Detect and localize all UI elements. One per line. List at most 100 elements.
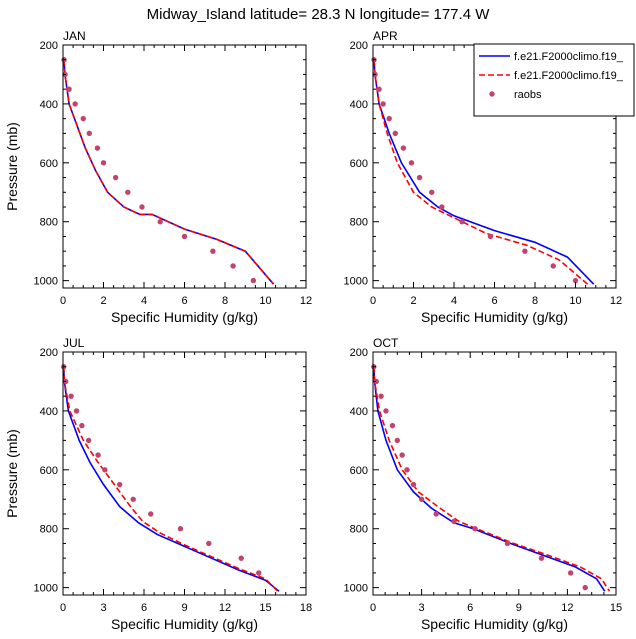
raobs-point	[504, 540, 511, 547]
legend-label: f.e21.F2000climo.f19_	[514, 51, 624, 63]
raobs-point	[410, 481, 417, 488]
raobs-point	[79, 422, 85, 429]
raobs-point	[256, 570, 262, 576]
raobs-point	[250, 277, 257, 284]
raobs-point	[416, 174, 423, 181]
raobs-point	[139, 204, 145, 210]
raobs-point	[550, 263, 556, 269]
x-tick-label: 15	[259, 602, 271, 614]
y-tick-label: 200	[350, 40, 368, 52]
x-tick-label: 0	[60, 295, 66, 307]
panel-label: APR	[373, 29, 398, 43]
y-tick-label: 1000	[34, 276, 58, 288]
x-tick-label: 0	[370, 295, 376, 307]
series-line-solid	[62, 366, 280, 592]
raobs-point	[418, 496, 425, 502]
y-tick-label: 800	[40, 217, 58, 229]
raobs-point	[404, 467, 410, 473]
raobs-point	[376, 86, 382, 92]
y-tick-label: 800	[40, 524, 58, 536]
raobs-point	[522, 248, 528, 254]
panel-label: OCT	[373, 336, 399, 350]
y-tick-label: 600	[350, 465, 368, 477]
raobs-point	[230, 263, 236, 269]
x-tick-label: 8	[222, 295, 228, 307]
series-line-dashed	[373, 366, 611, 592]
panel-label: JUL	[63, 336, 85, 350]
raobs-point	[459, 219, 465, 225]
x-axis-label: Specific Humidity (g/kg)	[111, 616, 258, 632]
y-tick-label: 600	[350, 158, 368, 170]
y-tick-label: 400	[40, 99, 58, 111]
x-tick-label: 6	[181, 295, 187, 307]
x-tick-label: 12	[219, 602, 231, 614]
y-tick-label: 600	[40, 465, 58, 477]
raobs-point	[100, 160, 107, 166]
y-tick-label: 200	[350, 347, 368, 359]
panel-jul: 0 3 6 9 12 15 18 200 400 600 800 1000 JUL Specific Hu…	[4, 336, 312, 632]
x-tick-label: 3	[419, 602, 425, 614]
raobs-point	[386, 115, 392, 122]
legend-entry-dashed: f.e21.F2000climo.f19_	[479, 70, 624, 82]
raobs-point	[538, 555, 545, 561]
raobs-point	[95, 452, 101, 458]
raobs-point	[85, 437, 92, 444]
raobs-point	[181, 233, 188, 240]
plot-frame	[372, 351, 617, 596]
raobs-point	[206, 540, 212, 547]
raobs-point	[451, 518, 457, 525]
x-tick-label: 0	[60, 602, 66, 614]
legend-entry-solid: f.e21.F2000climo.f19_	[479, 51, 624, 63]
raobs-point	[68, 393, 74, 399]
raobs-point	[429, 189, 435, 195]
raobs-point	[94, 145, 101, 151]
raobs-point	[472, 526, 478, 532]
raobs-point	[394, 437, 400, 444]
legend: f.e21.F2000climo.f19_ f.e21.F2000climo.f1…	[473, 43, 635, 117]
raobs-point	[112, 174, 119, 181]
raobs-point	[125, 189, 131, 195]
y-tick-label: 800	[350, 217, 368, 229]
x-tick-label: 6	[467, 602, 473, 614]
raobs-point	[400, 145, 407, 151]
raobs-point	[130, 496, 136, 502]
raobs-point	[380, 101, 386, 107]
x-tick-label: 12	[561, 602, 573, 614]
y-tick-label: 600	[40, 158, 58, 170]
x-tick-label: 9	[516, 602, 522, 614]
legend-entry-marker: raobs	[489, 89, 542, 101]
series-line-solid	[373, 366, 606, 592]
legend-label: f.e21.F2000climo.f19_	[514, 70, 624, 82]
x-axis-label: Specific Humidity (g/kg)	[421, 616, 568, 632]
y-tick-label: 1000	[344, 583, 368, 595]
raobs-point	[582, 584, 588, 591]
x-tick-label: 12	[610, 295, 622, 307]
raobs-point	[86, 130, 93, 137]
x-tick-label: 2	[410, 295, 416, 307]
x-tick-label: 0	[370, 602, 376, 614]
raobs-point	[238, 555, 244, 561]
panel-jan: 0 2 4 6 8 10 12 200 400 600 800 1000 JAN Specific Hum…	[4, 29, 312, 325]
raobs-point	[148, 511, 154, 517]
y-tick-label: 400	[350, 99, 368, 111]
x-tick-label: 6	[491, 295, 497, 307]
x-tick-label: 10	[569, 295, 581, 307]
raobs-point	[408, 160, 415, 166]
y-tick-label: 1000	[344, 276, 368, 288]
raobs-point	[157, 219, 163, 225]
figure-title: Midway_Island latitude= 28.3 N longitude…	[147, 6, 491, 23]
raobs-point	[80, 115, 86, 122]
raobs-point	[383, 408, 389, 414]
y-tick-label: 800	[350, 524, 368, 536]
panel-oct: 0 3 6 9 12 15 200 400 600 800 1000 OCT Specific Humi…	[344, 336, 623, 632]
plot-frame	[62, 351, 307, 596]
raobs-point	[373, 378, 379, 385]
y-tick-label: 200	[40, 347, 58, 359]
x-tick-label: 2	[100, 295, 106, 307]
plot-frame	[62, 44, 307, 289]
raobs-point	[102, 467, 108, 473]
raobs-point	[117, 481, 123, 488]
x-tick-label: 3	[100, 602, 106, 614]
raobs-point	[210, 248, 216, 254]
raobs-point	[572, 277, 579, 284]
